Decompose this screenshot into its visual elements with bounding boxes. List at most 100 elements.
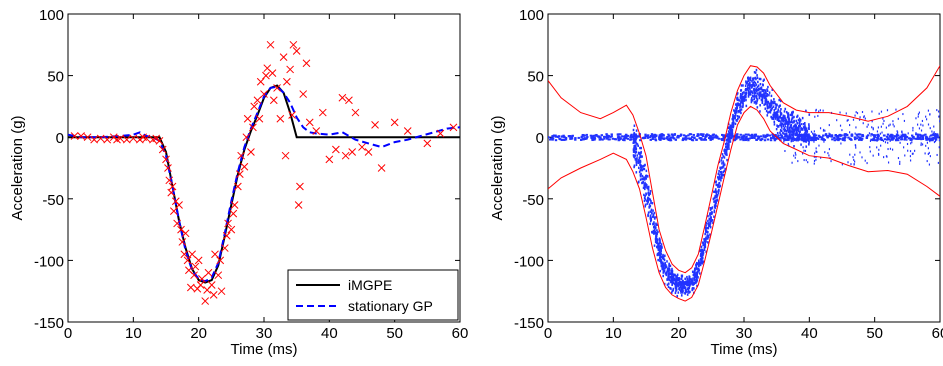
sample-point: [713, 209, 716, 212]
sample-point: [678, 287, 680, 291]
sample-point: [888, 124, 890, 127]
data-point-marker: [136, 135, 144, 144]
sample-point: [880, 144, 882, 147]
sample-point: [646, 198, 649, 201]
sample-point: [680, 284, 682, 287]
sample-point: [787, 142, 789, 145]
sample-point: [768, 93, 770, 97]
sample-point: [895, 138, 899, 141]
sample-point: [724, 142, 727, 146]
sample-point: [699, 263, 702, 267]
sample-point: [714, 206, 717, 209]
sample-point: [695, 138, 698, 141]
sample-point: [895, 108, 897, 111]
sample-point: [645, 174, 647, 178]
sample-point: [731, 117, 734, 121]
sample-point: [823, 140, 825, 143]
sample-point: [770, 102, 773, 105]
sample-point: [794, 123, 796, 126]
sample-point: [702, 252, 705, 255]
sample-point: [843, 139, 846, 142]
sample-point: [643, 183, 646, 186]
sample-point: [606, 137, 609, 140]
sample-point: [784, 115, 786, 118]
sample-point: [655, 231, 657, 235]
sample-point: [674, 291, 677, 295]
sample-point: [675, 276, 678, 279]
sample-point: [717, 190, 719, 193]
x-tick-label: 30: [256, 325, 273, 342]
sample-point: [699, 261, 702, 264]
y-tick-label: -100: [514, 253, 544, 270]
sample-point: [644, 133, 647, 136]
sample-point: [801, 116, 804, 120]
data-point-marker: [158, 145, 167, 154]
sample-point: [858, 135, 860, 138]
sample-point: [805, 127, 808, 130]
sample-point: [784, 117, 787, 120]
sample-point: [892, 138, 894, 141]
sample-point: [645, 183, 647, 186]
sample-point: [758, 92, 760, 95]
sample-point: [802, 146, 804, 149]
sample-point: [861, 134, 864, 137]
sample-point: [852, 118, 855, 121]
sample-point: [780, 124, 783, 128]
sample-point: [780, 134, 783, 137]
sample-point: [655, 222, 657, 225]
sample-point: [929, 140, 931, 143]
sample-point: [742, 105, 744, 108]
sample-point: [684, 136, 687, 139]
sample-point: [634, 147, 636, 151]
sample-point: [690, 277, 692, 281]
sample-point: [688, 291, 690, 294]
sample-point: [742, 139, 745, 142]
sample-point: [795, 129, 797, 132]
sample-point: [788, 120, 791, 123]
sample-point: [788, 138, 790, 141]
sample-point: [685, 135, 688, 138]
sample-point: [856, 112, 859, 115]
sample-point: [668, 276, 670, 279]
data-point-marker: [296, 182, 304, 191]
sample-point: [797, 129, 800, 133]
sample-point: [600, 134, 603, 137]
data-point-marker: [77, 132, 85, 140]
sample-point: [667, 133, 670, 136]
data-point-marker: [168, 182, 177, 191]
sample-point: [802, 126, 805, 129]
sample-point: [787, 113, 789, 117]
sample-point: [741, 92, 744, 96]
sample-point: [699, 133, 702, 136]
sample-point: [735, 135, 739, 138]
sample-point: [886, 109, 889, 112]
sample-point: [745, 104, 748, 108]
sample-point: [682, 291, 684, 294]
data-point-marker: [201, 297, 210, 305]
sample-point: [721, 176, 723, 180]
sample-point: [679, 288, 681, 291]
sample-point: [716, 176, 719, 179]
sample-point: [805, 139, 807, 142]
sample-point: [931, 139, 934, 142]
sample-point: [693, 287, 695, 290]
sample-point: [599, 138, 603, 141]
sample-point: [709, 137, 712, 140]
sample-point: [659, 269, 661, 273]
data-point-marker: [377, 164, 386, 172]
sample-point: [784, 135, 787, 138]
sample-point: [769, 109, 772, 112]
sample-point: [902, 134, 905, 137]
sample-point: [744, 89, 747, 92]
data-point-marker: [152, 134, 161, 143]
sample-point: [686, 277, 689, 281]
sample-point: [791, 113, 794, 116]
sample-point: [815, 147, 817, 150]
sample-point: [635, 161, 638, 164]
data-point-marker: [436, 129, 445, 138]
sample-point: [727, 145, 730, 148]
sample-point: [818, 144, 820, 147]
sample-point: [787, 120, 789, 123]
sample-point: [720, 172, 723, 176]
